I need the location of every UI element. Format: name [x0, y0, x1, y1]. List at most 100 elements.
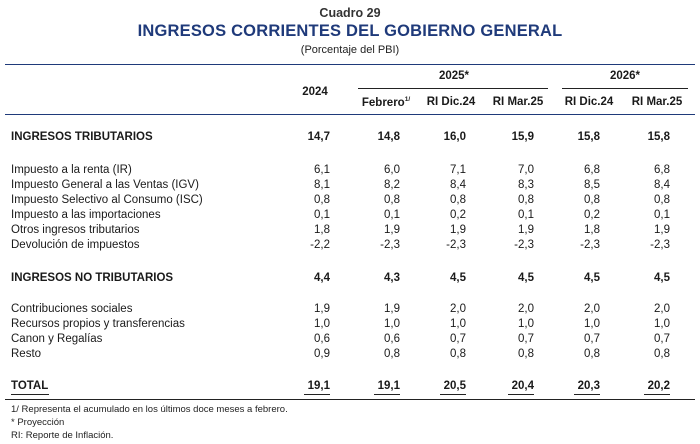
row-label: INGRESOS TRIBUTARIOS	[11, 131, 153, 143]
table-row: Otros ingresos tributarios 1,8 1,9 1,9 1,9 1,…	[0, 224, 700, 238]
col-header-ri-mar-2025: RI Mar.25	[492, 96, 544, 108]
table-row: Impuesto General a las Ventas (IGV) 8,1 8,…	[0, 179, 700, 193]
cell-ri-dic-2025: 0,8	[450, 348, 466, 360]
cell-2024: -2,2	[310, 239, 330, 251]
cell-ri-mar-2026: 0,1	[654, 209, 670, 221]
footnote-2: * Proyección	[11, 417, 65, 428]
cell-ri-dic-2026: 8,5	[584, 179, 600, 191]
cell-ri-mar-2025: 2,0	[518, 303, 534, 315]
cell-ri-mar-2026: 0,7	[654, 333, 670, 345]
col-header-2024: 2024	[302, 86, 328, 98]
cell-febrero: -2,3	[380, 239, 400, 251]
cell-ri-mar-2025: 15,9	[511, 131, 534, 143]
total-underline-febrero	[374, 394, 400, 395]
table-number: Cuadro 29	[319, 6, 381, 20]
row-label: Impuesto a la renta (IR)	[11, 164, 132, 176]
cell-ri-dic-2025: 20,5	[443, 380, 466, 392]
cell-2024: 6,1	[314, 164, 330, 176]
cell-ri-dic-2026: 0,8	[584, 348, 600, 360]
cell-ri-dic-2026: 4,5	[584, 272, 600, 284]
total-underline-ri-mar-2026	[644, 394, 670, 395]
cell-ri-dic-2026: 0,8	[584, 194, 600, 206]
col-header-ri-dic-2025: RI Dic.24	[426, 96, 476, 108]
cell-ri-dic-2026: 15,8	[577, 131, 600, 143]
row-label: Recursos propios y transferencias	[11, 318, 185, 330]
table-row: INGRESOS TRIBUTARIOS 14,7 14,8 16,0 15,9 15,8…	[0, 131, 700, 145]
cell-febrero: 0,6	[384, 333, 400, 345]
cell-febrero: 1,9	[384, 303, 400, 315]
cell-ri-mar-2025: 7,0	[518, 164, 534, 176]
bottom-rule	[5, 399, 695, 400]
cell-ri-dic-2025: 1,9	[450, 224, 466, 236]
cell-2024: 0,6	[314, 333, 330, 345]
cell-ri-dic-2025: 4,5	[450, 272, 466, 284]
cell-ri-dic-2026: 2,0	[584, 303, 600, 315]
col-header-febrero: Febrero1/	[361, 96, 411, 109]
cell-ri-mar-2025: 1,0	[518, 318, 534, 330]
row-label: Canon y Regalías	[11, 333, 103, 345]
cell-febrero: 8,2	[384, 179, 400, 191]
cell-ri-dic-2025: 1,0	[450, 318, 466, 330]
table-row: Impuesto a la renta (IR) 6,1 6,0 7,1 7,0 6,8 6…	[0, 164, 700, 178]
cell-2024: 1,8	[314, 224, 330, 236]
row-label: INGRESOS NO TRIBUTARIOS	[11, 272, 174, 284]
cell-ri-dic-2025: 7,1	[450, 164, 466, 176]
cell-ri-dic-2026: 20,3	[577, 380, 600, 392]
table-subtitle: (Porcentaje del PBI)	[300, 44, 400, 56]
cell-ri-dic-2026: 0,2	[584, 209, 600, 221]
cell-2024: 0,8	[314, 194, 330, 206]
table-row: Resto 0,9 0,8 0,8 0,8 0,8 0,8	[0, 348, 700, 362]
cell-febrero: 0,1	[384, 209, 400, 221]
cell-ri-dic-2025: 2,0	[450, 303, 466, 315]
cell-febrero: 1,9	[384, 224, 400, 236]
cell-ri-mar-2025: 0,7	[518, 333, 534, 345]
cell-ri-mar-2025: 0,8	[518, 194, 534, 206]
cell-ri-mar-2025: 8,3	[518, 179, 534, 191]
cell-2024: 19,1	[307, 380, 330, 392]
cell-febrero: 14,8	[377, 131, 400, 143]
cell-ri-dic-2025: 0,8	[450, 194, 466, 206]
cell-ri-mar-2026: 4,5	[654, 272, 670, 284]
cell-2024: 8,1	[314, 179, 330, 191]
col-header-2026: 2026*	[609, 70, 641, 82]
header-bottom-rule	[5, 114, 695, 115]
row-label: Impuesto Selectivo al Consumo (ISC)	[11, 194, 203, 206]
group-rule-2025	[358, 88, 548, 89]
cell-ri-mar-2026: 1,9	[654, 224, 670, 236]
cell-ri-mar-2026: 0,8	[654, 194, 670, 206]
table-row: Canon y Regalías 0,6 0,6 0,7 0,7 0,7 0,7	[0, 333, 700, 347]
cell-ri-dic-2026: -2,3	[580, 239, 600, 251]
cell-ri-dic-2025: -2,3	[446, 239, 466, 251]
cell-febrero: 0,8	[384, 348, 400, 360]
cell-ri-dic-2025: 16,0	[443, 131, 466, 143]
row-label: Otros ingresos tributarios	[11, 224, 140, 236]
total-underline-ri-dic-2026	[574, 394, 600, 395]
total-underline-label	[11, 394, 49, 395]
cell-2024: 1,9	[314, 303, 330, 315]
cell-ri-mar-2026: -2,3	[650, 239, 670, 251]
table-row: Impuesto a las importaciones 0,1 0,1 0,2 0,1…	[0, 209, 700, 223]
col-header-ri-mar-2026: RI Mar.25	[631, 96, 683, 108]
cell-ri-mar-2025: 0,1	[518, 209, 534, 221]
cell-2024: 4,4	[314, 272, 330, 284]
table-title: INGRESOS CORRIENTES DEL GOBIERNO GENERAL	[137, 22, 563, 40]
cell-ri-dic-2025: 0,7	[450, 333, 466, 345]
footnote-3: RI: Reporte de Inflación.	[11, 430, 114, 441]
cell-febrero: 19,1	[377, 380, 400, 392]
cell-ri-mar-2026: 8,4	[654, 179, 670, 191]
cell-ri-mar-2025: 0,8	[518, 348, 534, 360]
cell-ri-mar-2026: 2,0	[654, 303, 670, 315]
cell-ri-dic-2025: 0,2	[450, 209, 466, 221]
cell-febrero: 0,8	[384, 194, 400, 206]
row-label: Impuesto General a las Ventas (IGV)	[11, 179, 199, 191]
cell-ri-mar-2026: 0,8	[654, 348, 670, 360]
cell-ri-mar-2026: 1,0	[654, 318, 670, 330]
table-row: TOTAL 19,1 19,1 20,5 20,4 20,3 20,2	[0, 380, 700, 394]
cell-ri-dic-2026: 1,8	[584, 224, 600, 236]
table-row: Recursos propios y transferencias 1,0 1,0 1…	[0, 318, 700, 332]
cell-ri-mar-2025: 20,4	[511, 380, 534, 392]
cell-2024: 0,9	[314, 348, 330, 360]
cell-febrero: 6,0	[384, 164, 400, 176]
top-rule	[5, 64, 695, 65]
cell-ri-dic-2026: 0,7	[584, 333, 600, 345]
